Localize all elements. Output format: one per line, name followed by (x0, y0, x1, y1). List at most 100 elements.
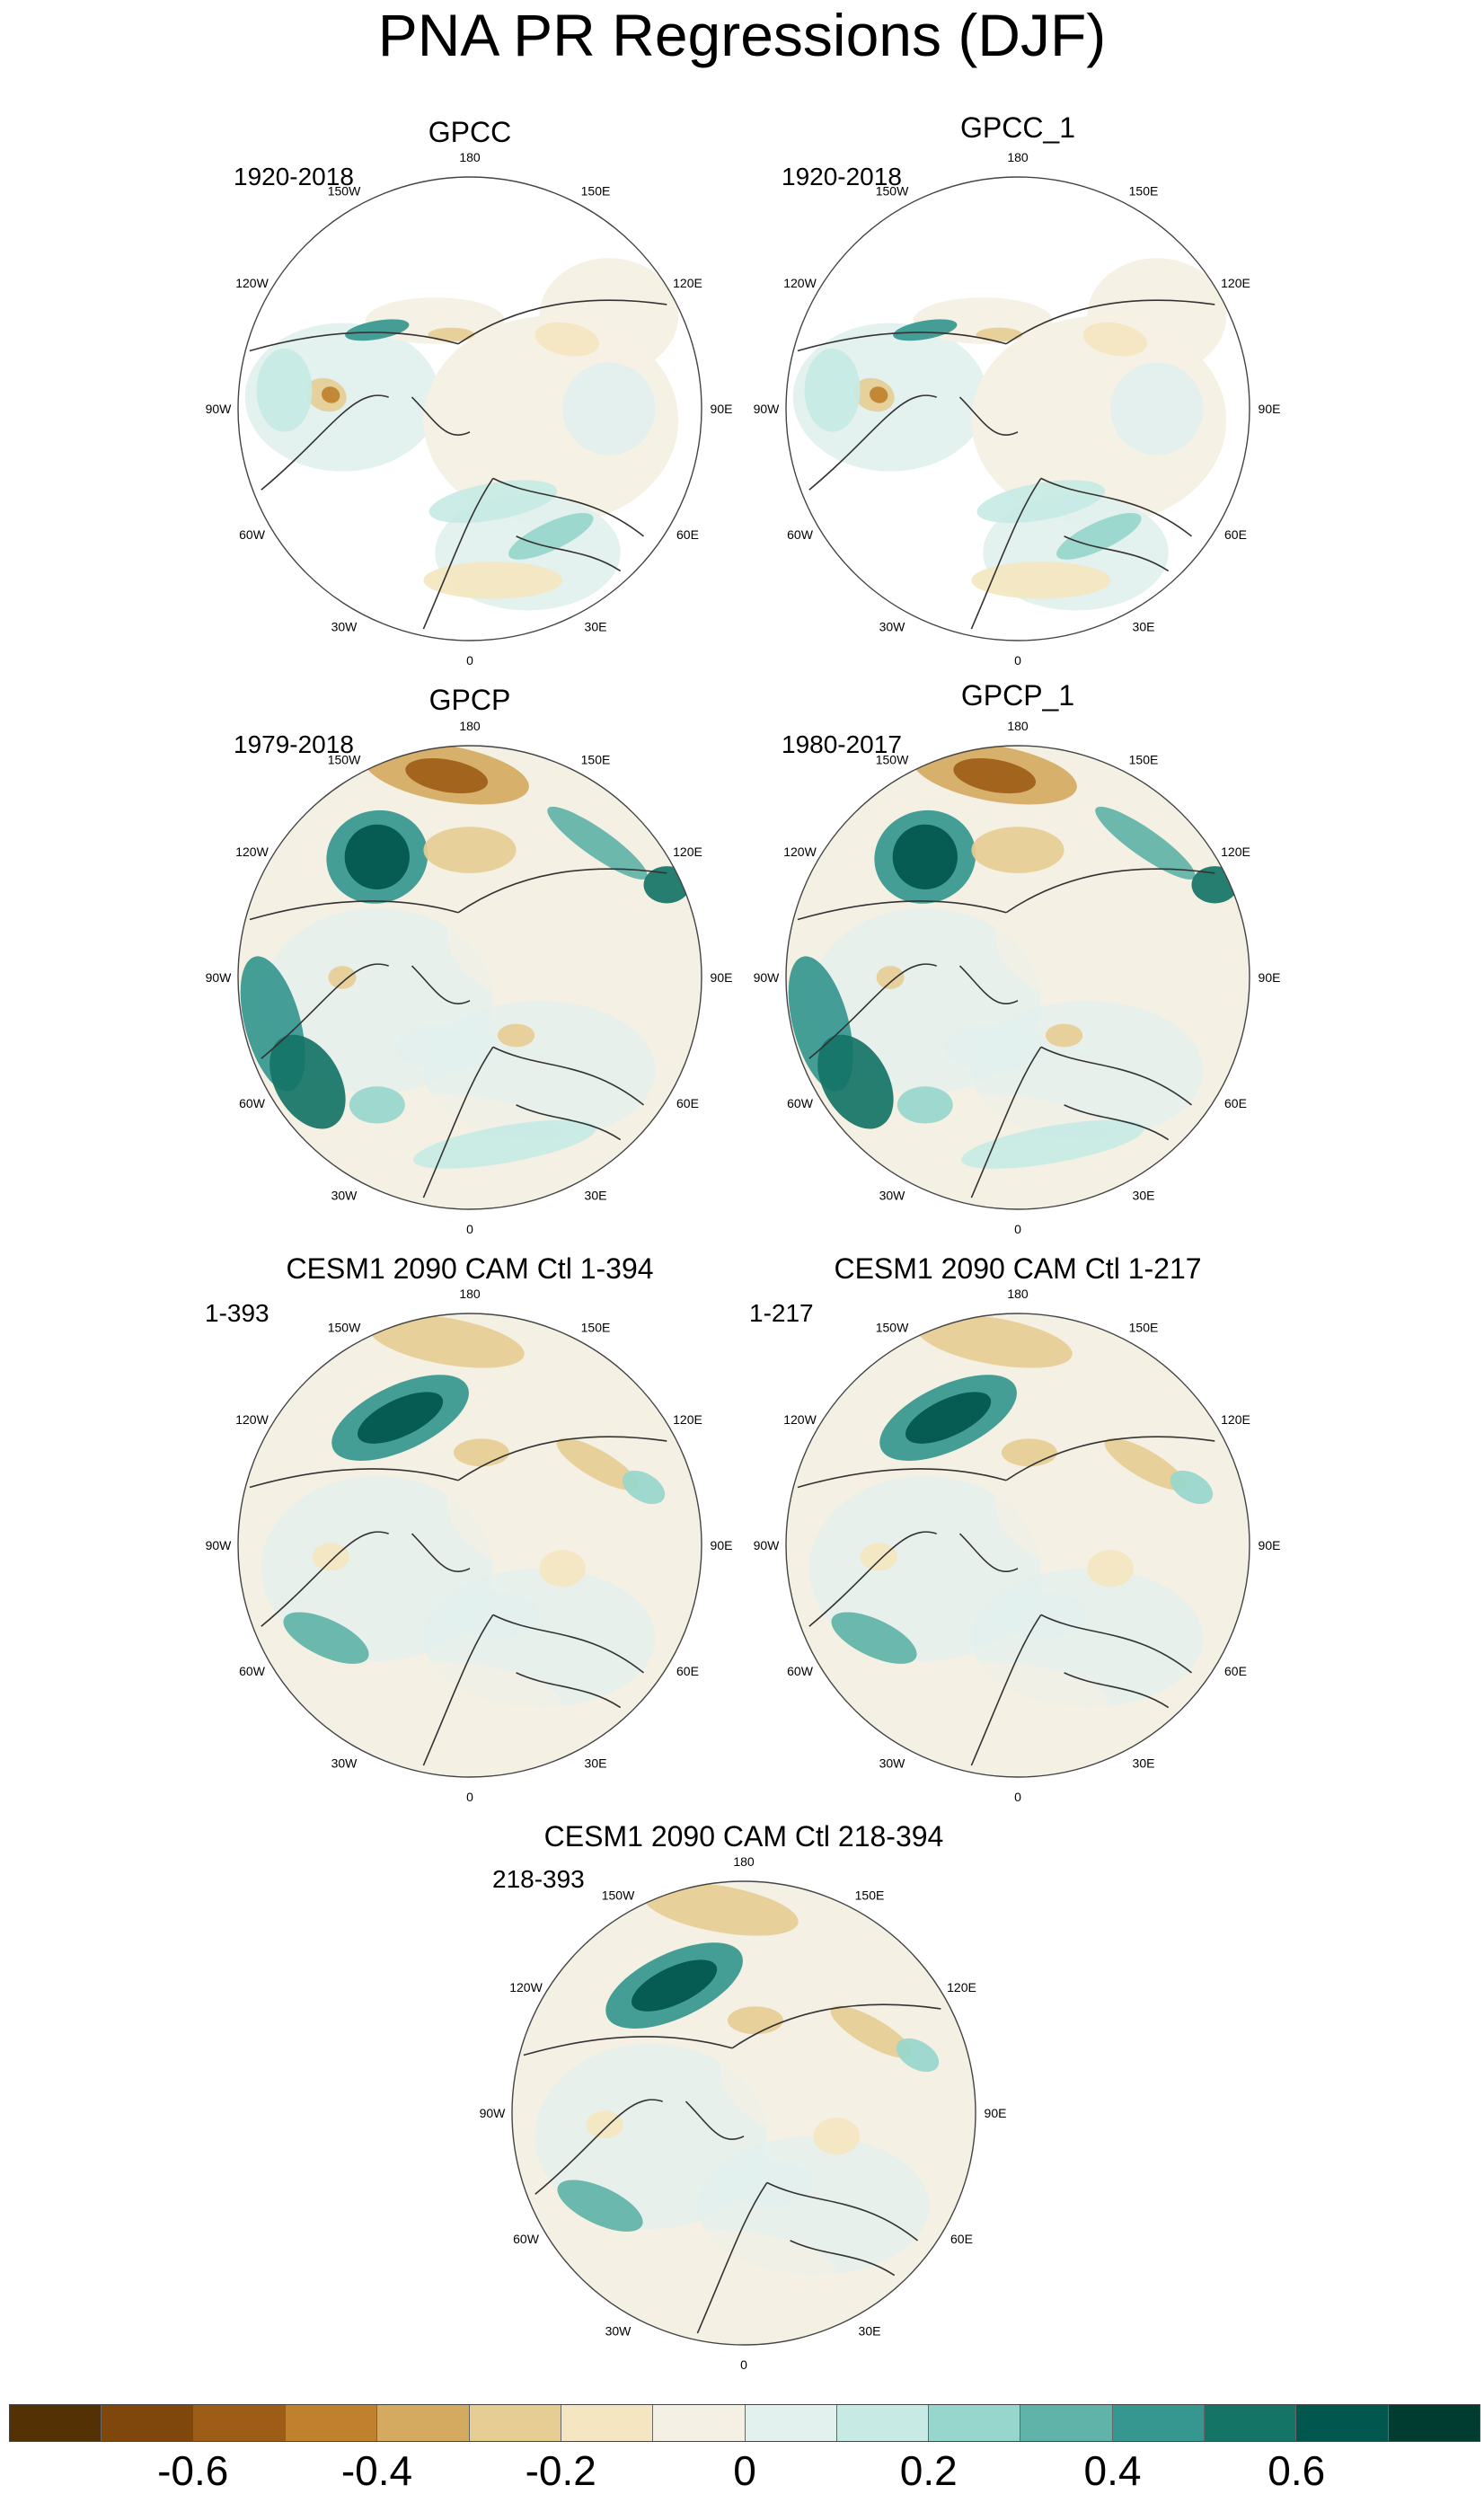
longitude-label: 180 (1007, 719, 1029, 733)
longitude-label: 0 (466, 1222, 473, 1236)
longitude-label: 90E (985, 2106, 1007, 2120)
panel-title: GPCC_1 (959, 111, 1076, 144)
panel-title: CESM1 2090 CAM Ctl 218-394 (543, 1820, 944, 1853)
longitude-label: 30W (879, 1756, 906, 1770)
longitude-label: 90E (1259, 970, 1281, 985)
longitude-label: 90W (754, 970, 781, 985)
longitude-label: 30W (879, 619, 906, 633)
longitude-label: 60W (239, 1664, 266, 1678)
longitude-label: 60E (676, 1096, 699, 1110)
longitude-label: 30E (1133, 1756, 1155, 1770)
polar-map-panel: 180 150E 120E 90E 60E 30E 0 30W 60W 90W 120W 150W (206, 1287, 733, 1804)
colorbar-tick-label: 0.4 (1083, 2447, 1142, 2494)
polar-map-panel: 180 150E 120E 90E 60E 30E 0 30W 60W 90W 120W 150W (206, 150, 733, 668)
longitude-label: 180 (1007, 150, 1029, 164)
colorbar-swatch (469, 2405, 561, 2441)
longitude-label: 150W (328, 184, 361, 199)
precip-field (238, 1313, 702, 1777)
colorbar-tick-label: 0 (733, 2447, 756, 2494)
map-border (785, 1313, 1250, 1778)
colorbar-swatch (377, 2405, 470, 2441)
longitude-label: 150W (328, 753, 361, 767)
precip-field (786, 746, 1250, 1209)
longitude-label: 90E (1259, 1538, 1281, 1552)
longitude-label: 120W (783, 845, 817, 859)
longitude-label: 0 (466, 653, 473, 668)
longitude-label: 30E (585, 1756, 607, 1770)
longitude-label: 150E (581, 753, 611, 767)
longitude-label: 120E (1221, 845, 1250, 859)
map-border (237, 176, 702, 641)
map-border (237, 1313, 702, 1778)
panel-title: CESM1 2090 CAM Ctl 1-217 (834, 1252, 1202, 1285)
polar-map-panel: 180 150E 120E 90E 60E 30E 0 30W 60W 90W 120W 150W (754, 150, 1281, 668)
longitude-label: 60W (787, 1096, 814, 1110)
longitude-label: 150W (876, 184, 909, 199)
longitude-label: 150E (1129, 184, 1159, 199)
longitude-label: 120W (235, 845, 269, 859)
longitude-label: 180 (1007, 1287, 1029, 1301)
period-label: 1979-2018 (234, 730, 354, 758)
longitude-label: 30W (879, 1188, 906, 1202)
longitude-label: 30W (331, 619, 358, 633)
colorbar-swatch (1205, 2405, 1297, 2441)
colorbar-swatch (836, 2405, 930, 2441)
colorbar-tick-label: -0.4 (340, 2447, 413, 2494)
longitude-label: 150E (1129, 1321, 1159, 1335)
longitude-label: 90W (206, 402, 233, 416)
longitude-label: 0 (466, 1790, 473, 1804)
longitude-label: 90W (206, 1538, 233, 1552)
precip-field (512, 1881, 976, 2345)
longitude-label: 60W (787, 527, 814, 542)
longitude-label: 90W (754, 402, 781, 416)
colorbar-swatch (10, 2405, 102, 2441)
longitude-label: 90E (711, 1538, 733, 1552)
panel-title: CESM1 2090 CAM Ctl 1-394 (286, 1252, 654, 1285)
longitude-label: 60E (1224, 1664, 1247, 1678)
colorbar-swatch (193, 2405, 286, 2441)
panel-title: GPCC (428, 116, 512, 148)
longitude-label: 180 (459, 1287, 481, 1301)
longitude-label: 30W (331, 1188, 358, 1202)
longitude-label: 120W (783, 276, 817, 290)
polar-map-panel: 180 150E 120E 90E 60E 30E 0 30W 60W 90W 120W 150W (754, 719, 1281, 1236)
colorbar-swatch (1020, 2405, 1113, 2441)
precip-field (238, 177, 702, 641)
longitude-label: 120W (509, 1980, 543, 1994)
precip-field (786, 177, 1250, 641)
longitude-label: 120E (673, 276, 702, 290)
longitude-label: 60E (1224, 1096, 1247, 1110)
colorbar-swatch (1388, 2405, 1480, 2441)
longitude-label: 150W (876, 753, 909, 767)
longitude-label: 60W (239, 527, 266, 542)
map-border (511, 1880, 976, 2346)
longitude-label: 120E (947, 1980, 976, 1994)
longitude-label: 30E (585, 619, 607, 633)
longitude-label: 120E (1221, 1412, 1250, 1427)
polar-map-panel: 180 150E 120E 90E 60E 30E 0 30W 60W 90W 120W 150W (206, 719, 733, 1236)
polar-map-panel: 180 150E 120E 90E 60E 30E 0 30W 60W 90W 120W 150W (754, 1287, 1281, 1804)
longitude-label: 120W (783, 1412, 817, 1427)
colorbar-swatch (102, 2405, 194, 2441)
longitude-label: 60E (676, 527, 699, 542)
longitude-label: 90E (711, 970, 733, 985)
longitude-label: 30E (859, 2323, 881, 2338)
period-label: 1920-2018 (782, 163, 902, 190)
longitude-label: 30E (1133, 619, 1155, 633)
colorbar-tick-label: 0.2 (899, 2447, 958, 2494)
longitude-label: 150E (855, 1888, 885, 1903)
precip-field (238, 746, 702, 1209)
longitude-label: 120W (235, 1412, 269, 1427)
longitude-label: 30E (1133, 1188, 1155, 1202)
longitude-label: 60E (950, 2232, 973, 2246)
longitude-label: 0 (1014, 1222, 1021, 1236)
longitude-label: 150E (581, 1321, 611, 1335)
period-label: 218-393 (492, 1865, 585, 1893)
longitude-label: 180 (459, 150, 481, 164)
longitude-label: 90W (480, 2106, 507, 2120)
longitude-label: 0 (740, 2357, 747, 2372)
colorbar (9, 2404, 1480, 2442)
longitude-label: 120W (235, 276, 269, 290)
panel-title: GPCP (428, 684, 511, 716)
longitude-label: 30E (585, 1188, 607, 1202)
